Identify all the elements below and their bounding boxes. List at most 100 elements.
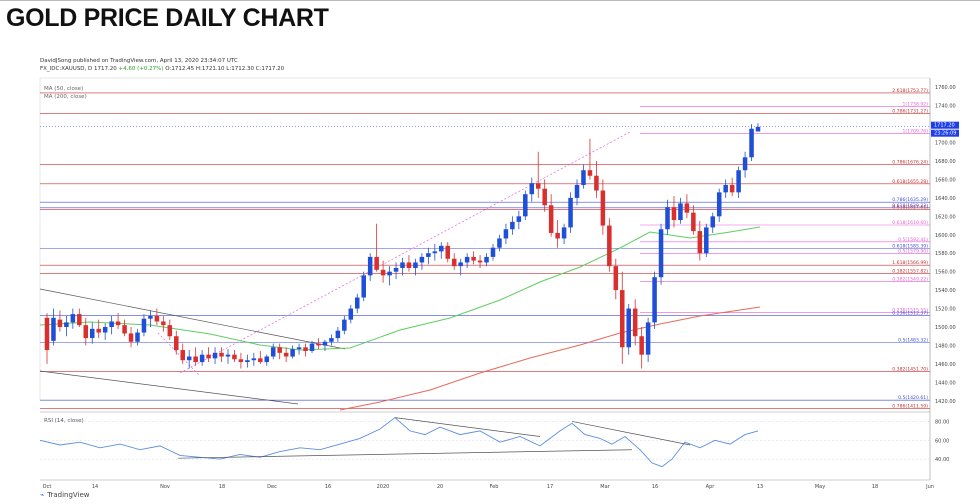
candle-body — [755, 126, 761, 132]
candle-body — [439, 245, 444, 252]
candle-body — [238, 359, 244, 363]
ma50-line — [39, 226, 761, 351]
candle-body — [109, 321, 114, 327]
y-tick-label: 1660.00 — [935, 177, 956, 183]
candle-body — [432, 251, 438, 254]
x-tick-label: 20 — [437, 484, 443, 490]
fib-level-label: 1(1738.92) — [902, 102, 928, 108]
candle-body — [264, 356, 270, 363]
fib-level-label: 0.618(1629.23) — [892, 203, 928, 209]
ma200-legend: MA (200, close) — [44, 94, 87, 100]
pink-dashed-trend — [179, 131, 631, 374]
page-title: GOLD PRICE DAILY CHART — [6, 4, 329, 32]
candle-body — [219, 352, 224, 357]
fib-level-label: 0.5(1592.41) — [898, 237, 928, 243]
candle-body — [393, 267, 399, 272]
trendline-lower — [39, 370, 299, 405]
last-price-label: 1717.20 — [934, 123, 955, 129]
symbol-label: FX_IDC:XAUUSD, D 1717.20 — [40, 66, 117, 72]
candle-body — [613, 266, 619, 291]
candle-body — [122, 325, 127, 334]
candle-body — [232, 354, 237, 360]
candle-body — [89, 328, 95, 339]
candle-body — [555, 232, 560, 239]
candle-body — [691, 212, 696, 232]
candle-body — [529, 183, 535, 195]
fib-level-label: 0.236(1512.37) — [892, 311, 928, 317]
candle-body — [729, 184, 735, 193]
y-tick-label: 1480.00 — [935, 343, 956, 349]
y-tick-label: 1520.00 — [935, 307, 956, 313]
candle-body — [57, 319, 63, 327]
candle-body — [600, 190, 606, 226]
candle-body — [671, 207, 677, 221]
fib-level-label: 0.618(1610.60) — [892, 220, 928, 226]
candle-body — [348, 308, 354, 320]
x-tick-label: 16 — [325, 484, 331, 490]
candle-body — [277, 347, 282, 353]
change-label: +4.60 (+0.27%) — [118, 66, 164, 72]
candle-body — [342, 319, 347, 331]
fib-level-label: 0.786(1731.27) — [892, 109, 928, 115]
candle-body — [736, 170, 741, 193]
candle-body — [658, 229, 664, 278]
candle-body — [652, 277, 657, 323]
candle-body — [167, 325, 173, 337]
candle-body — [548, 205, 554, 233]
candle-body — [400, 262, 405, 268]
candle-body — [581, 170, 586, 185]
candle-body — [445, 245, 451, 259]
candle-body — [484, 256, 489, 263]
candle-body — [574, 184, 580, 198]
x-tick-label: 13 — [757, 484, 763, 490]
symbol-ohlc-line: FX_IDC:XAUUSD, D 1717.20 +4.60 (+0.27%) … — [40, 66, 284, 72]
fib-level-label: 1(1709.76) — [902, 129, 928, 135]
candle-body — [684, 203, 690, 213]
candle-body — [464, 256, 470, 263]
candle-body — [283, 352, 289, 357]
candle-body — [426, 253, 431, 257]
candle-body — [607, 225, 612, 267]
fib-level-label: 0.786(1411.59) — [892, 404, 928, 410]
candle-body — [374, 256, 379, 270]
y-tick-label: 1600.00 — [935, 233, 956, 239]
x-tick-label: Apr — [706, 484, 716, 490]
y-tick-label: 1540.00 — [935, 288, 956, 294]
tradingview-logo: ⌁ TradingView — [40, 491, 90, 499]
y-tick-label: 1620.00 — [935, 214, 956, 220]
fib-level-label: 0.618(1655.28) — [892, 179, 928, 185]
candle-body — [406, 262, 412, 268]
candle-body — [477, 260, 483, 263]
candle-body — [115, 321, 121, 326]
candle-body — [632, 308, 638, 337]
rsi-label: RSI (14, close) — [44, 418, 84, 424]
candle-body — [322, 341, 328, 346]
candle-body — [245, 360, 250, 363]
trendline-upper — [39, 288, 346, 350]
candle-body — [83, 325, 89, 339]
x-tick-label: 18 — [872, 484, 878, 490]
tradingview-logo-text: TradingView — [47, 491, 90, 499]
candle-body — [258, 358, 263, 363]
fib-level-label: 0.618(1585.39) — [892, 243, 928, 249]
fib-level-label: 0.382(1557.82) — [892, 269, 928, 275]
fib-level-label: 0.5(1420.61) — [898, 395, 928, 401]
candle-body — [568, 197, 573, 228]
candle-body — [206, 354, 211, 359]
fib-level-label: 0.236(1515.55) — [892, 308, 928, 314]
ma200-line — [339, 306, 761, 411]
tradingview-mark-icon: ⌁ — [40, 491, 45, 499]
top-border — [0, 0, 980, 1]
fib-level-label: 0.786(1676.24) — [892, 159, 928, 165]
candle-body — [542, 188, 547, 206]
y-tick-label: 1680.00 — [935, 159, 956, 165]
ma50-legend: MA (50, close) — [44, 86, 84, 92]
candle-body — [64, 322, 69, 327]
last-price-tag — [931, 121, 959, 129]
y-tick-label: 1460.00 — [935, 362, 956, 368]
candle-body — [180, 350, 185, 361]
candle-body — [70, 314, 76, 323]
candle-body — [523, 194, 528, 217]
candle-body — [710, 216, 716, 228]
